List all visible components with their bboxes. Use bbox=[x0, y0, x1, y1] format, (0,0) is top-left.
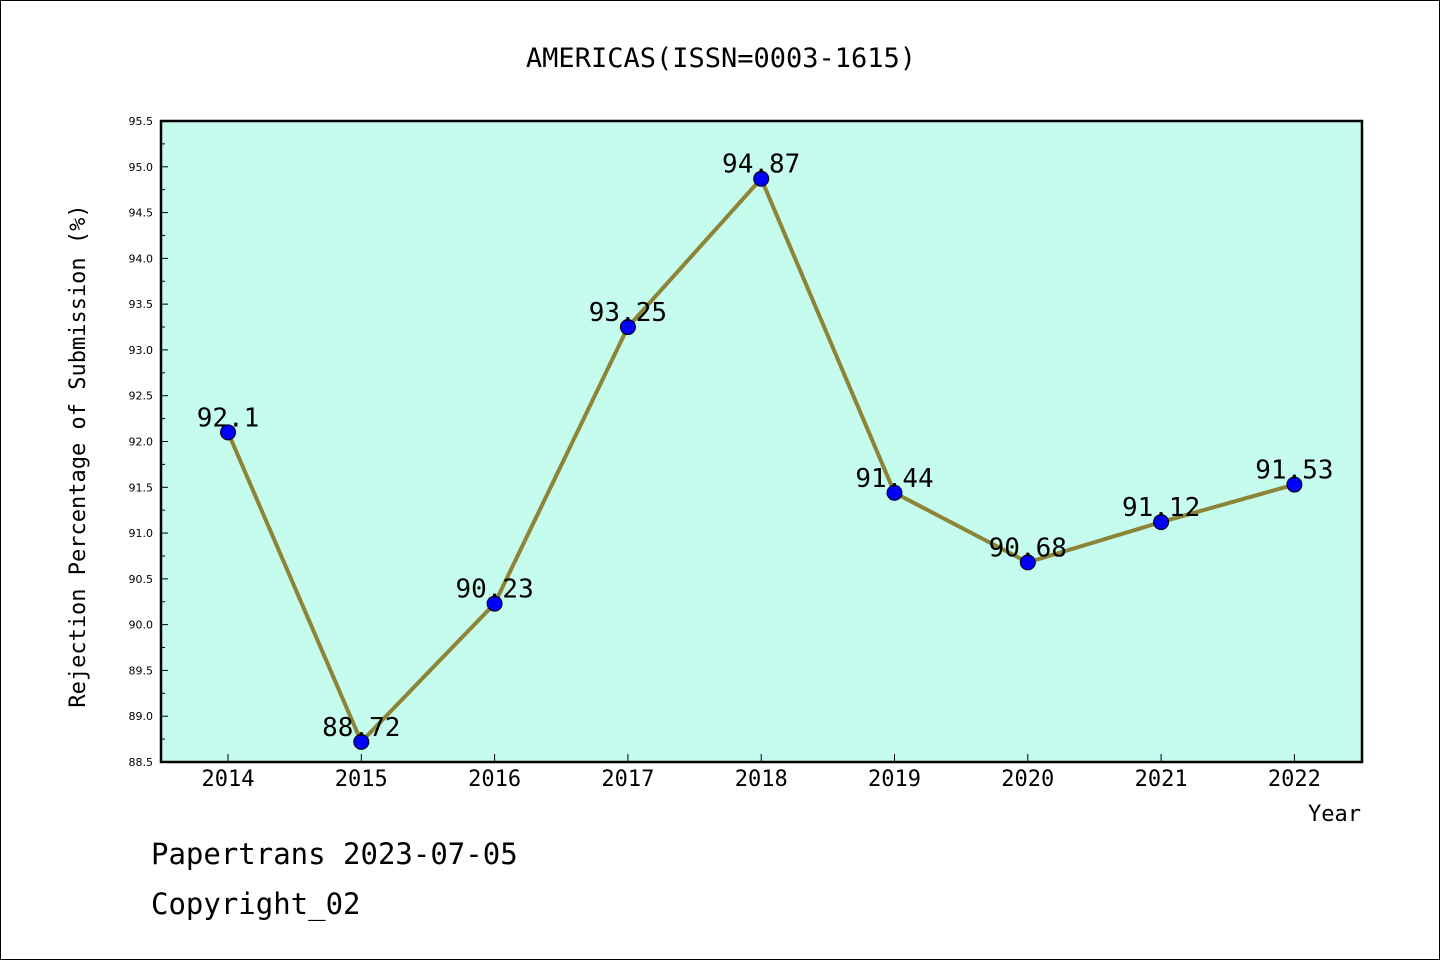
y-axis-label: Rejection Percentage of Submission (%) bbox=[66, 204, 91, 707]
y-tick-label: 89.5 bbox=[129, 664, 154, 677]
data-point bbox=[619, 319, 636, 336]
x-tick-label: 2020 bbox=[1001, 767, 1054, 792]
data-point bbox=[753, 170, 770, 187]
data-point bbox=[220, 424, 236, 441]
data-point bbox=[353, 733, 370, 750]
y-tick-label: 95.0 bbox=[129, 161, 154, 174]
data-label: 91.12 bbox=[1122, 493, 1200, 523]
y-tick-label: 92.5 bbox=[129, 390, 154, 403]
x-tick-label: 2015 bbox=[335, 767, 388, 792]
plot-area bbox=[159, 119, 1364, 764]
data-point bbox=[886, 484, 903, 501]
data-label: 91.44 bbox=[855, 464, 933, 494]
y-tick-label: 88.5 bbox=[129, 756, 154, 769]
x-tick-label: 2019 bbox=[868, 767, 921, 792]
footer-copyright-text: Copyright_02 bbox=[151, 887, 361, 921]
x-axis-ticks: 2014 2015 2016 2017 2018 2019 2020 2021 2022 bbox=[202, 754, 1321, 792]
x-tick-label: 2017 bbox=[601, 767, 654, 792]
footer-date-text: Papertrans 2023-07-05 bbox=[151, 837, 518, 871]
data-label: 91.53 bbox=[1255, 456, 1333, 486]
data-point bbox=[1286, 476, 1303, 493]
y-tick-label: 92.0 bbox=[129, 436, 154, 449]
y-tick-label: 90.5 bbox=[129, 573, 154, 586]
data-label: 88.72 bbox=[322, 713, 400, 743]
data-label: 93.25 bbox=[589, 298, 667, 328]
y-tick-label: 89.0 bbox=[129, 710, 154, 723]
y-tick-label: 93.0 bbox=[129, 344, 154, 357]
x-tick-label: 2016 bbox=[468, 767, 521, 792]
data-point bbox=[486, 595, 503, 612]
data-label: 90.23 bbox=[455, 575, 533, 605]
y-tick-label: 94.0 bbox=[129, 252, 154, 265]
chart-title: AMERICAS(ISSN=0003-1615) bbox=[526, 43, 916, 74]
data-point bbox=[1153, 514, 1170, 531]
data-label: 92.1 bbox=[197, 403, 260, 433]
y-tick-label: 91.5 bbox=[129, 481, 154, 494]
data-point bbox=[1019, 554, 1036, 571]
series-layer bbox=[220, 170, 1303, 750]
x-tick-label: 2014 bbox=[202, 767, 255, 792]
x-tick-label: 2018 bbox=[735, 767, 788, 792]
x-tick-label: 2022 bbox=[1268, 767, 1321, 792]
y-tick-label: 90.0 bbox=[129, 619, 154, 632]
data-label: 94.87 bbox=[722, 150, 800, 180]
data-label: 90.68 bbox=[989, 533, 1067, 563]
x-tick-label: 2021 bbox=[1135, 767, 1188, 792]
data-labels: 92.1 88.72 90.23 93.25 94.87 91.44 90.68 91.12 9… bbox=[197, 150, 1334, 743]
y-tick-label: 91.0 bbox=[129, 527, 154, 540]
y-tick-label: 95.5 bbox=[129, 115, 154, 128]
y-axis-ticks: 88.5 89.0 89.5 90.0 90.5 91.0 91.5 92.0 92.5 93.0… bbox=[129, 115, 168, 769]
y-tick-label: 93.5 bbox=[129, 298, 154, 311]
y-tick-label: 94.5 bbox=[129, 207, 154, 220]
x-axis-label: Year bbox=[1308, 802, 1361, 827]
